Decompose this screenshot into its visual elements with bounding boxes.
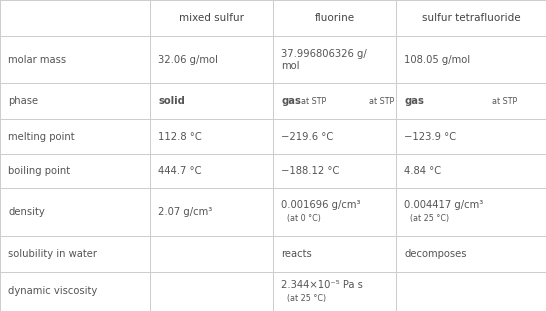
Text: 2.07 g/cm³: 2.07 g/cm³ bbox=[158, 207, 212, 217]
Text: (at 25 °C): (at 25 °C) bbox=[410, 214, 449, 223]
Text: 2.344×10⁻⁵ Pa s: 2.344×10⁻⁵ Pa s bbox=[281, 280, 363, 290]
Text: 0.001696 g/cm³: 0.001696 g/cm³ bbox=[281, 200, 361, 210]
Text: at STP: at STP bbox=[369, 97, 394, 106]
Text: −219.6 °C: −219.6 °C bbox=[281, 132, 334, 142]
Text: reacts: reacts bbox=[281, 249, 312, 259]
Text: mixed sulfur: mixed sulfur bbox=[179, 13, 244, 23]
Text: 444.7 °C: 444.7 °C bbox=[158, 166, 202, 176]
Text: 4.84 °C: 4.84 °C bbox=[404, 166, 441, 176]
Text: gas: gas bbox=[281, 96, 301, 106]
Text: −123.9 °C: −123.9 °C bbox=[404, 132, 456, 142]
Text: melting point: melting point bbox=[8, 132, 75, 142]
Text: fluorine: fluorine bbox=[314, 13, 354, 23]
Text: dynamic viscosity: dynamic viscosity bbox=[8, 286, 97, 296]
Text: (at 25 °C): (at 25 °C) bbox=[287, 294, 326, 303]
Text: (at 0 °C): (at 0 °C) bbox=[287, 214, 321, 223]
Text: at STP: at STP bbox=[492, 97, 517, 106]
Text: gas: gas bbox=[404, 96, 424, 106]
Text: density: density bbox=[8, 207, 45, 217]
Text: at STP: at STP bbox=[301, 97, 327, 106]
Text: solubility in water: solubility in water bbox=[8, 249, 97, 259]
Text: 37.996806326 g/
mol: 37.996806326 g/ mol bbox=[281, 49, 367, 71]
Text: decomposes: decomposes bbox=[404, 249, 466, 259]
Text: −188.12 °C: −188.12 °C bbox=[281, 166, 340, 176]
Text: boiling point: boiling point bbox=[8, 166, 70, 176]
Text: phase: phase bbox=[8, 96, 38, 106]
Text: 112.8 °C: 112.8 °C bbox=[158, 132, 202, 142]
Text: molar mass: molar mass bbox=[8, 55, 66, 65]
Text: solid: solid bbox=[158, 96, 185, 106]
Text: sulfur tetrafluoride: sulfur tetrafluoride bbox=[422, 13, 520, 23]
Text: 0.004417 g/cm³: 0.004417 g/cm³ bbox=[404, 200, 483, 210]
Text: 108.05 g/mol: 108.05 g/mol bbox=[404, 55, 470, 65]
Text: 32.06 g/mol: 32.06 g/mol bbox=[158, 55, 218, 65]
